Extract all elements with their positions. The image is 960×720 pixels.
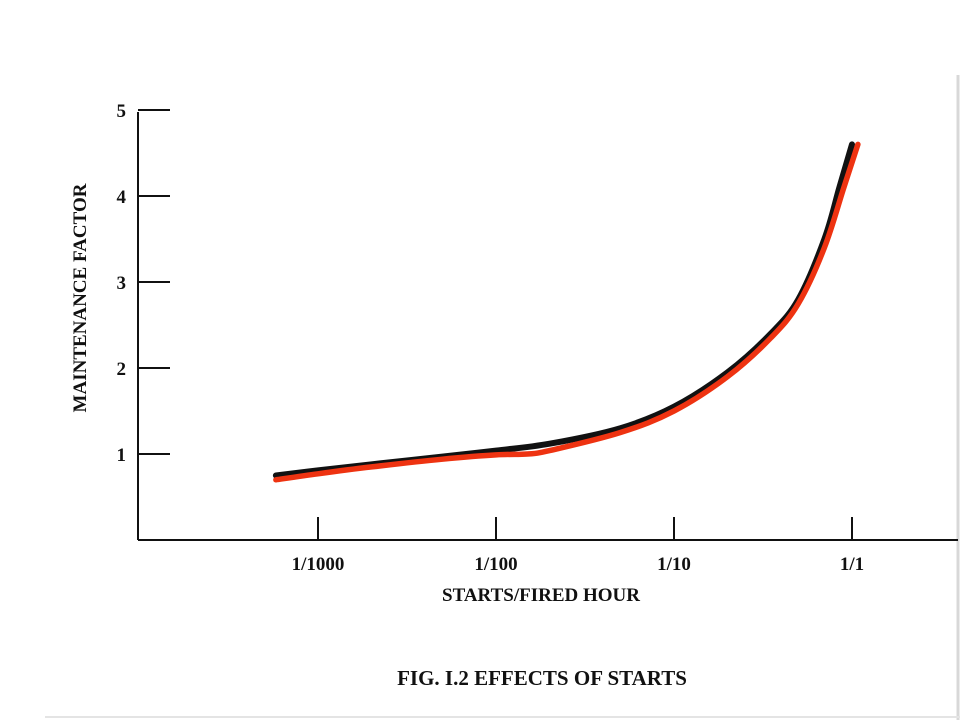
y-tick-label: 4 — [117, 187, 127, 208]
chart-caption: FIG. I.2 EFFECTS OF STARTS — [397, 666, 687, 690]
series-line-1 — [272, 141, 855, 479]
x-tick-label: 1/1 — [840, 554, 864, 575]
x-tick-label: 1/1000 — [292, 554, 345, 575]
y-axis-ticks: 1 2 3 4 5 — [117, 101, 170, 466]
series-line-2 — [273, 141, 861, 483]
y-tick-label: 3 — [117, 273, 127, 294]
y-tick-label: 1 — [117, 445, 127, 466]
x-axis-title: STARTS/FIRED HOUR — [442, 585, 640, 606]
x-axis-ticks: 1/1000 1/100 1/10 1/1 — [292, 517, 864, 575]
y-tick-label: 5 — [117, 101, 127, 122]
y-axis-title: MAINTENANCE FACTOR — [70, 183, 91, 412]
x-tick-label: 1/100 — [474, 554, 517, 575]
series-layer — [272, 141, 861, 483]
x-tick-label: 1/10 — [657, 554, 691, 575]
y-tick-label: 2 — [117, 359, 127, 380]
